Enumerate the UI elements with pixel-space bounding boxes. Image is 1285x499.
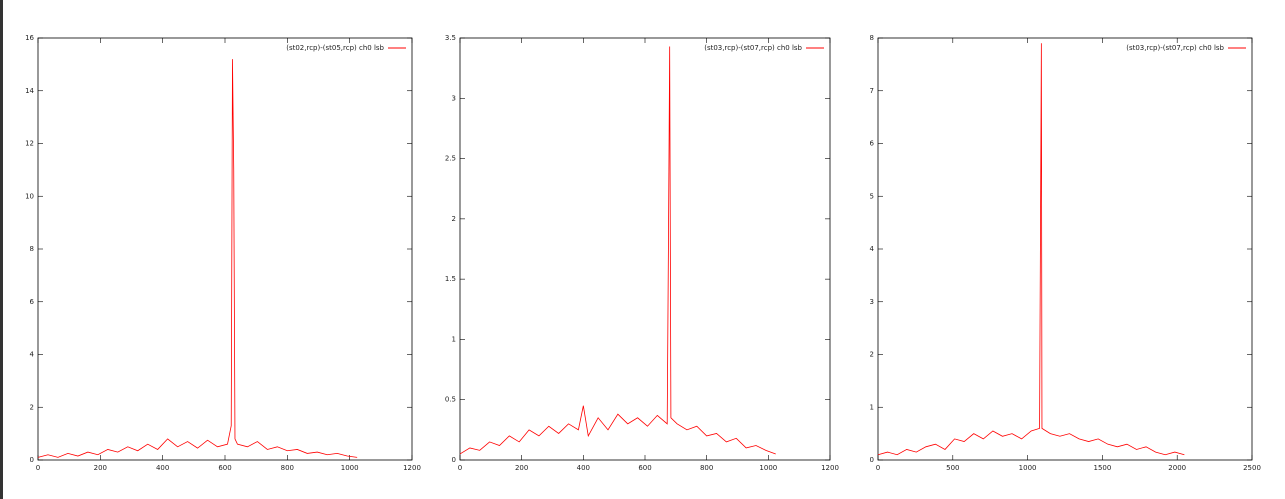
y-tick-label: 8 [870,34,874,42]
x-tick-label: 800 [281,464,294,472]
y-tick-label: 2 [452,215,456,223]
legend-label: (st03,rcp)-(st07,rcp) ch0 lsb [704,44,802,52]
plot-frame [877,37,1253,461]
x-tick-label: 200 [515,464,528,472]
y-tick-label: 0 [870,456,874,464]
x-tick-label: 600 [638,464,651,472]
y-tick-label: 0 [30,456,34,464]
x-tick-label: 1000 [341,464,359,472]
y-tick-label: 16 [25,34,34,42]
x-tick-label: 400 [156,464,169,472]
y-tick-label: 10 [25,192,34,200]
x-tick-label: 2000 [1168,464,1186,472]
y-tick-label: 4 [870,245,875,253]
y-tick-label: 6 [30,298,35,306]
y-tick-label: 14 [25,87,34,95]
y-tick-label: 2 [30,403,34,411]
plot-frame [37,37,413,461]
legend-label: (st02,rcp)-(st05,rcp) ch0 lsb [286,44,384,52]
y-tick-label: 4 [30,351,35,359]
left-edge [0,0,3,499]
y-tick-label: 1 [452,335,456,343]
y-tick-label: 2.5 [445,155,456,163]
x-tick-label: 1500 [1093,464,1111,472]
plot-frame [459,37,831,461]
y-tick-label: 0.5 [445,396,456,404]
data-line [459,46,776,455]
x-tick-label: 500 [946,464,959,472]
y-tick-label: 3.5 [445,34,456,42]
y-tick-label: 12 [25,140,34,148]
y-tick-label: 1.5 [445,275,456,283]
y-tick-label: 5 [870,192,874,200]
y-tick-label: 3 [452,94,456,102]
x-tick-label: 2500 [1243,464,1261,472]
y-tick-label: 1 [870,403,874,411]
x-tick-label: 1000 [1019,464,1037,472]
x-tick-label: 200 [94,464,107,472]
y-tick-label: 0 [452,456,456,464]
x-tick-label: 0 [876,464,880,472]
y-tick-label: 3 [870,298,874,306]
x-tick-label: 0 [458,464,462,472]
y-tick-label: 7 [870,87,874,95]
data-line [877,43,1185,456]
x-tick-label: 1200 [403,464,421,472]
x-tick-label: 0 [36,464,40,472]
x-tick-label: 800 [700,464,713,472]
y-tick-label: 6 [870,140,875,148]
x-tick-label: 1200 [821,464,839,472]
data-line [37,59,358,458]
x-tick-label: 600 [218,464,231,472]
x-tick-label: 400 [577,464,590,472]
x-tick-label: 1000 [759,464,777,472]
y-tick-label: 8 [30,245,34,253]
legend-label: (st03,rcp)-(st07,rcp) ch0 lsb [1126,44,1224,52]
y-tick-label: 2 [870,351,874,359]
